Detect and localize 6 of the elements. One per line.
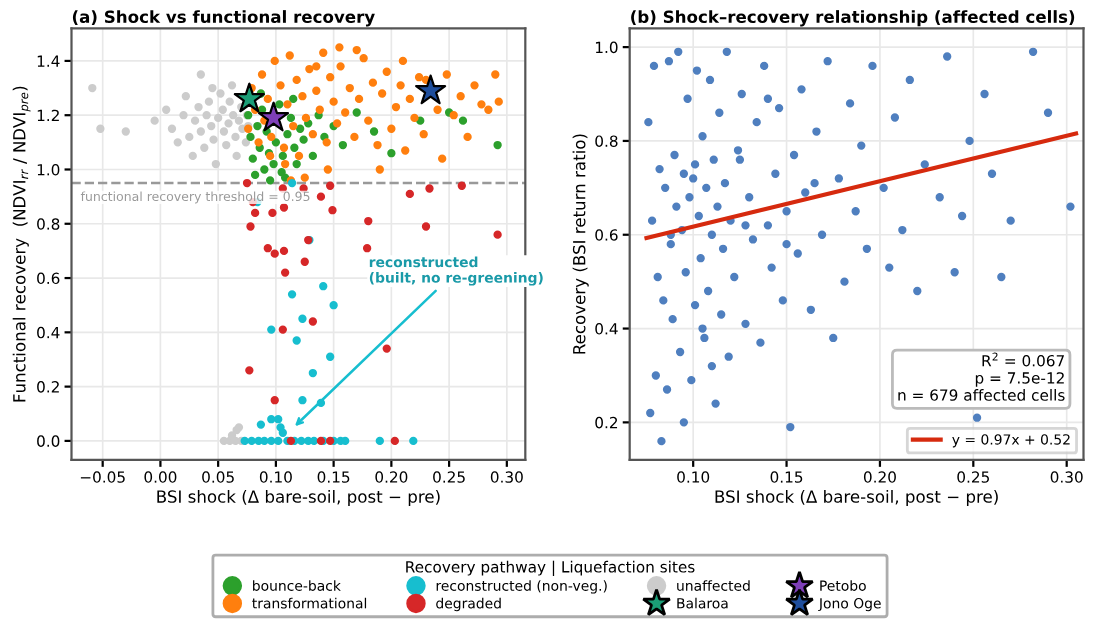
chart-title: (b) Shock–recovery relationship (affected cells): [631, 10, 1075, 27]
chart-title: (a) Shock vs functional recovery: [72, 10, 375, 27]
x-axis-title: BSI shock (Δ bare-soil, post − pre): [715, 489, 998, 507]
y-axis-title: Recovery (BSI return ratio): [572, 134, 589, 354]
y-axis-title: Functional recovery (NDVI$_{rr}$ / NDVI$_{pre}$): [12, 86, 31, 402]
x-axis-title: BSI shock (Δ bare-soil, post − pre): [157, 489, 440, 507]
